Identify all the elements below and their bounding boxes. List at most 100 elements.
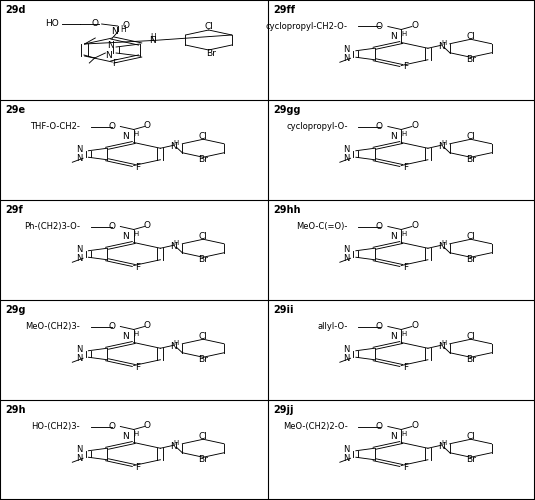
Text: MeO-C(=O)-: MeO-C(=O)- [296,222,348,231]
Text: N: N [343,354,350,363]
Text: O: O [92,20,99,28]
Text: O: O [411,21,418,30]
Text: F: F [403,362,408,372]
Text: Br: Br [198,155,208,164]
Text: N: N [343,246,350,254]
Text: H: H [441,40,447,46]
Text: H: H [174,140,179,146]
Text: H: H [120,26,126,35]
Text: H: H [134,130,139,136]
Text: N: N [123,432,129,441]
Text: Br: Br [466,256,476,264]
Text: N: N [149,36,156,45]
Text: Cl: Cl [199,232,208,241]
Text: Cl: Cl [199,432,208,441]
Text: N: N [76,354,82,363]
Text: H: H [441,440,447,446]
Text: 29f: 29f [5,205,23,215]
Text: H: H [441,340,447,346]
Text: N: N [76,145,82,154]
Text: N: N [108,40,114,50]
Text: 29h: 29h [5,405,26,415]
Text: N: N [438,342,445,351]
Text: N: N [390,432,396,441]
Text: Cl: Cl [467,432,475,441]
Text: N: N [76,254,82,263]
Text: cyclopropyl-O-: cyclopropyl-O- [286,122,348,131]
Text: MeO-(CH2)3-: MeO-(CH2)3- [26,322,80,331]
Text: Br: Br [198,355,208,364]
Text: Ph-(CH2)3-O-: Ph-(CH2)3-O- [24,222,80,231]
Text: F: F [403,62,408,72]
Text: N: N [343,454,350,463]
Text: Cl: Cl [467,232,475,241]
Text: 29e: 29e [5,105,26,115]
Text: N: N [343,154,350,163]
Text: Br: Br [466,55,476,64]
Text: N: N [76,246,82,254]
Text: H: H [174,240,179,246]
Text: H: H [401,30,407,36]
Text: N: N [390,232,396,241]
Text: N: N [343,45,350,54]
Text: H: H [174,340,179,346]
Text: N: N [343,254,350,263]
Text: N: N [343,445,350,454]
Text: O: O [143,321,151,330]
Text: 29gg: 29gg [273,105,300,115]
Text: H: H [134,230,139,236]
Text: O: O [411,121,418,130]
Text: F: F [403,162,408,172]
Text: N: N [105,50,111,59]
Text: 29hh: 29hh [273,205,300,215]
Text: N: N [76,154,82,163]
Text: 29jj: 29jj [273,405,293,415]
Text: N: N [170,442,177,451]
Text: F: F [403,262,408,272]
Text: N: N [343,145,350,154]
Text: H: H [150,33,156,42]
Text: N: N [390,132,396,141]
Text: N: N [76,445,82,454]
Text: N: N [123,232,129,241]
Text: N: N [123,332,129,341]
Text: THF-O-CH2-: THF-O-CH2- [30,122,80,131]
Text: Br: Br [207,48,216,58]
Text: N: N [438,42,445,50]
Text: allyl-O-: allyl-O- [317,322,348,331]
Text: O: O [108,222,115,231]
Text: O: O [108,322,115,331]
Text: O: O [108,122,115,131]
Text: cyclopropyl-CH2-O-: cyclopropyl-CH2-O- [266,22,348,31]
Text: Br: Br [466,355,476,364]
Text: N: N [170,142,177,151]
Text: Cl: Cl [467,32,475,41]
Text: O: O [376,322,383,331]
Text: HO-(CH2)3-: HO-(CH2)3- [32,422,80,431]
Text: N: N [170,242,177,251]
Text: H: H [174,440,179,446]
Text: N: N [438,142,445,151]
Text: 29d: 29d [5,5,26,15]
Text: N: N [111,28,118,36]
Text: Cl: Cl [204,22,213,32]
Text: Br: Br [198,256,208,264]
Text: N: N [170,342,177,351]
Text: Br: Br [466,155,476,164]
Text: O: O [376,22,383,31]
Text: H: H [441,140,447,146]
Text: O: O [411,321,418,330]
Text: H: H [134,430,139,436]
Text: F: F [135,362,140,372]
Text: O: O [411,221,418,230]
Text: O: O [376,122,383,131]
Text: F: F [112,58,118,68]
Text: O: O [143,221,151,230]
Text: N: N [438,442,445,451]
Text: N: N [390,332,396,341]
Text: F: F [135,262,140,272]
Text: N: N [76,345,82,354]
Text: F: F [135,462,140,471]
Text: Cl: Cl [199,132,208,141]
Text: O: O [376,222,383,231]
